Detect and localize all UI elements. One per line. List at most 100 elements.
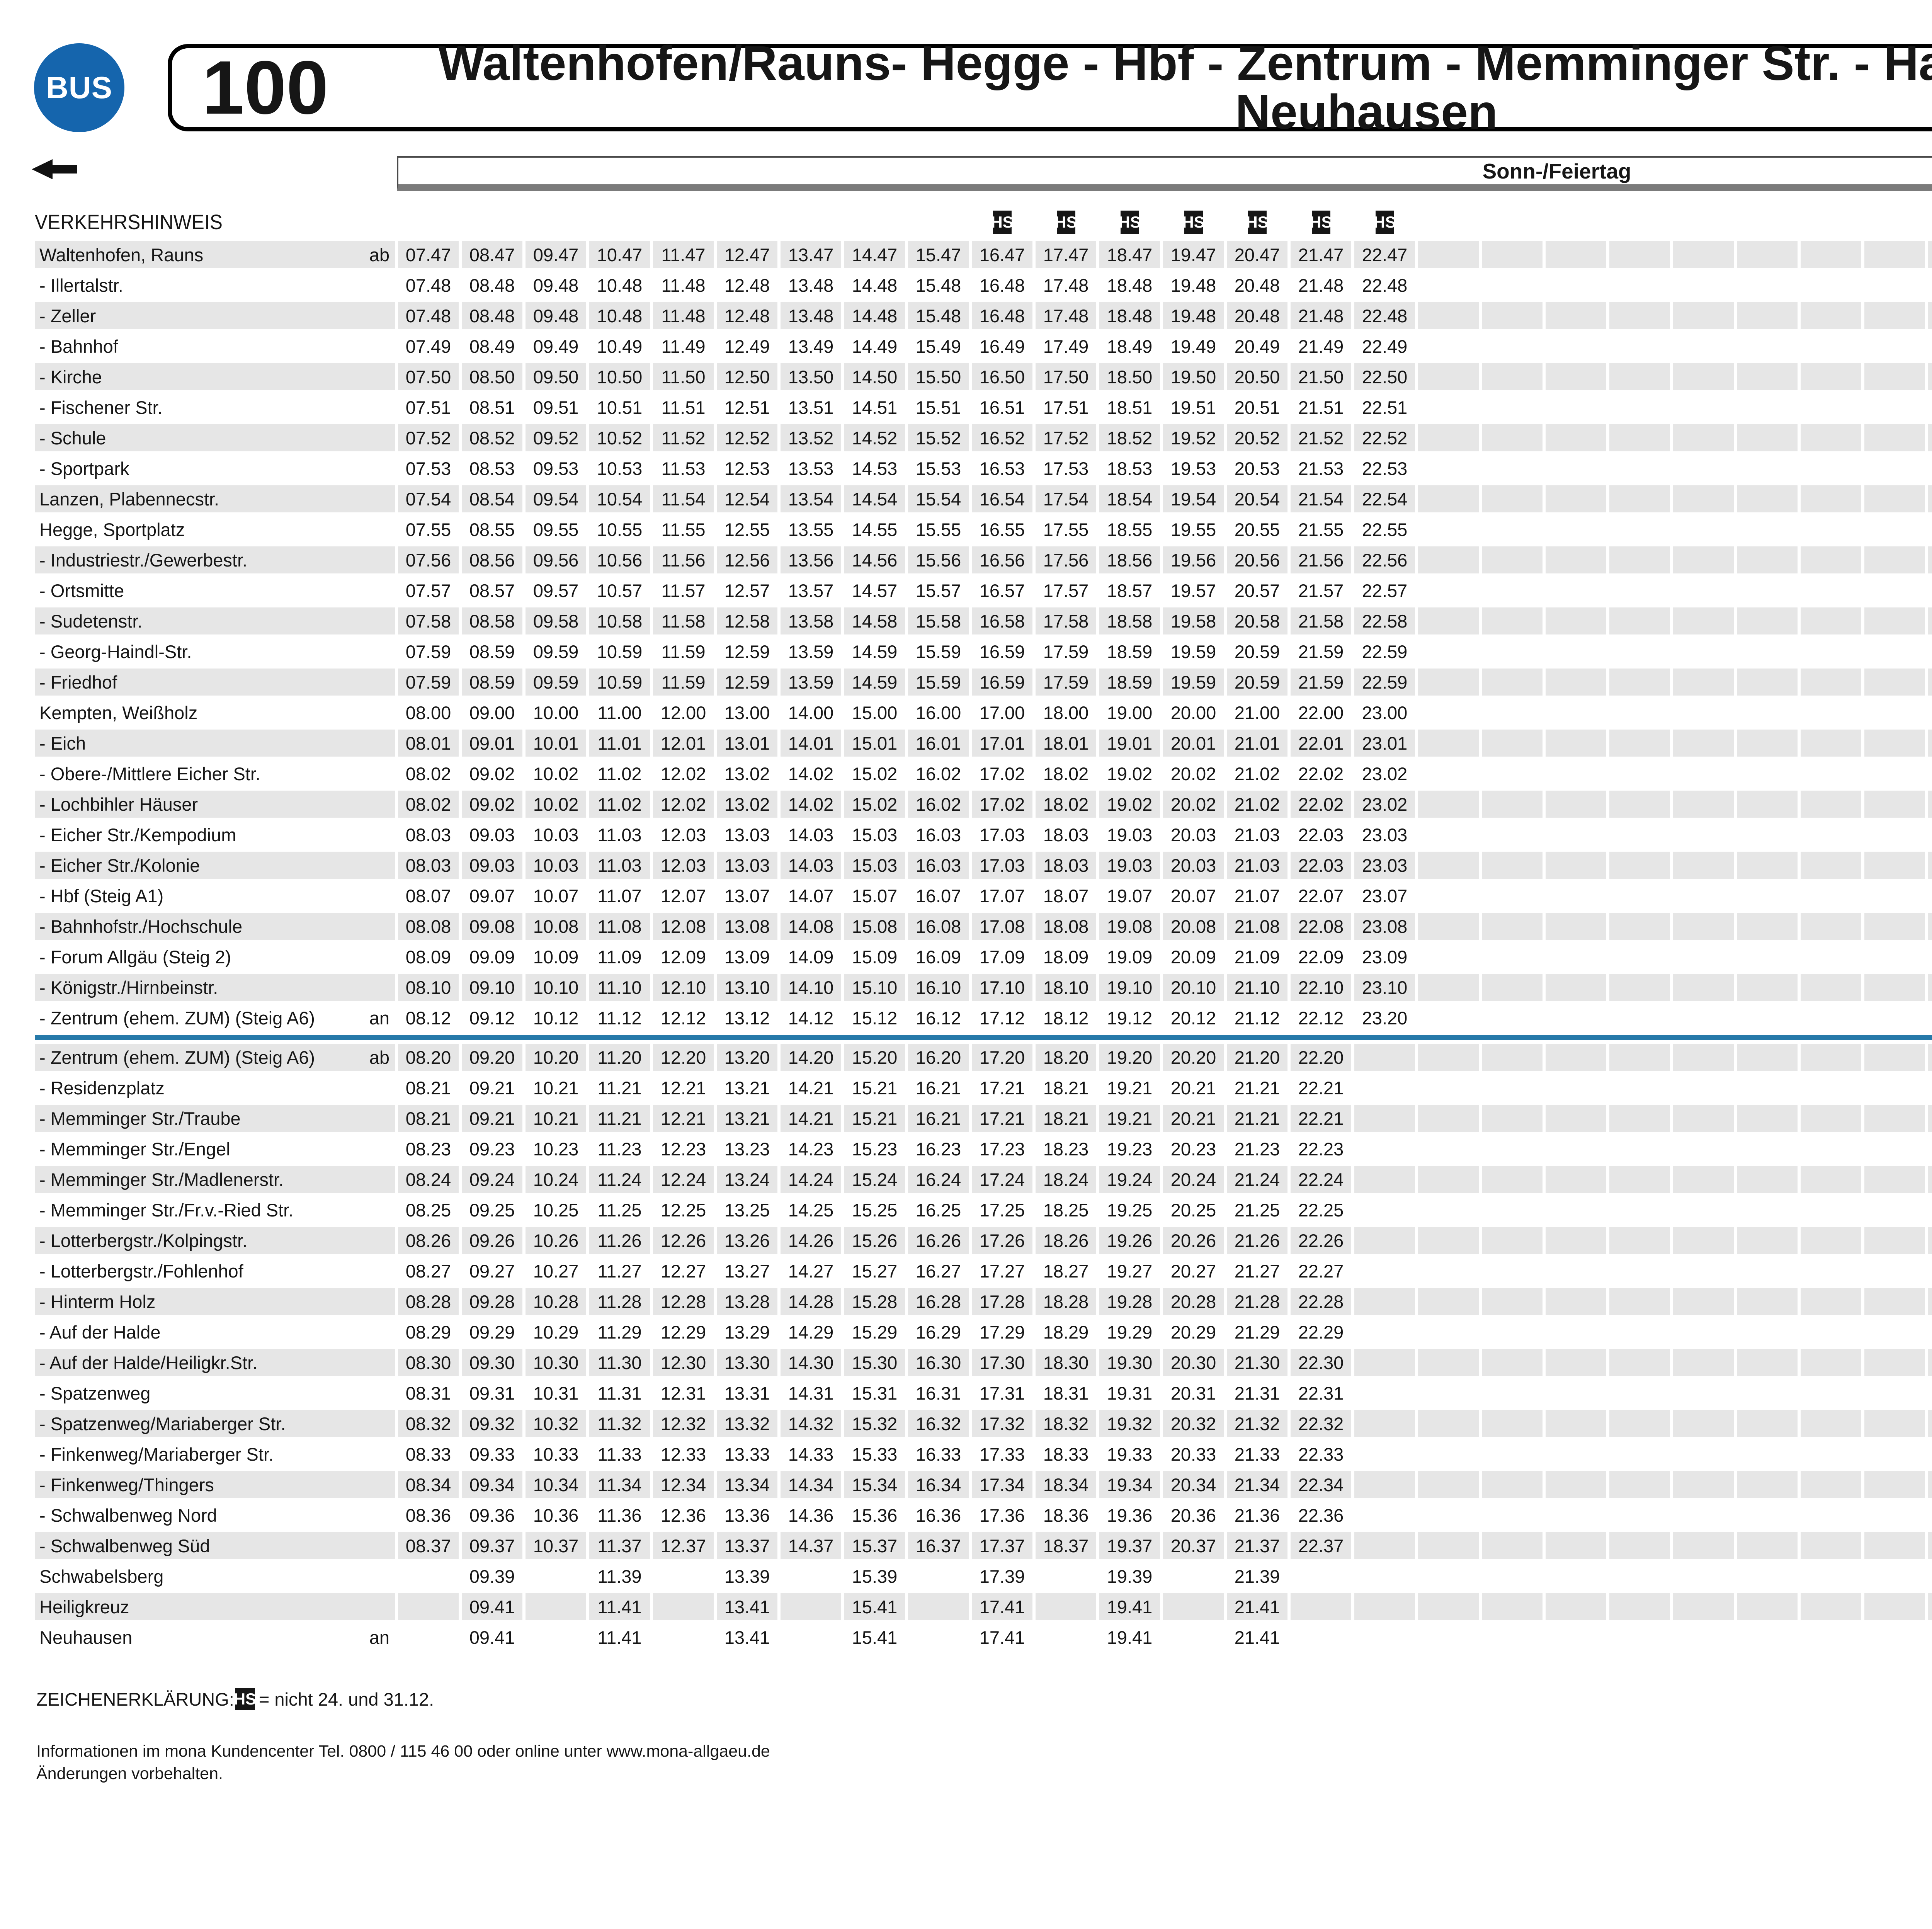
time-cell xyxy=(1864,1196,1925,1223)
time-cell: 22.02 xyxy=(1291,791,1351,818)
time-cell xyxy=(1801,363,1861,390)
time-cell: 20.01 xyxy=(1163,730,1224,757)
time-cell: 14.34 xyxy=(781,1471,841,1498)
time-cell xyxy=(781,1563,841,1590)
time-cell xyxy=(1546,791,1606,818)
time-cell: 08.25 xyxy=(405,1199,451,1220)
time-cell: 16.56 xyxy=(972,546,1032,573)
time-cell: 21.37 xyxy=(1227,1532,1287,1559)
time-cell: 16.49 xyxy=(979,336,1025,357)
line-title: Waltenhofen/Rauns- Hegge - Hbf - Zentrum… xyxy=(438,36,1932,139)
time-cell: 22.53 xyxy=(1362,458,1408,479)
column-header-cell xyxy=(1546,207,1606,238)
time-cell: 16.24 xyxy=(908,1166,969,1193)
station-name: - Lotterbergstr./Fohlenhof xyxy=(39,1260,243,1281)
time-cell xyxy=(1418,1471,1479,1498)
time-cell: 19.23 xyxy=(1107,1138,1153,1159)
time-cell: 16.59 xyxy=(979,641,1025,662)
time-cell: 14.07 xyxy=(788,885,834,906)
line-title-wrap: Waltenhofen/Rauns- Hegge - Hbf - Zentrum… xyxy=(328,39,1932,136)
time-cell: 07.52 xyxy=(398,424,459,451)
time-cell xyxy=(1928,791,1932,818)
time-cell xyxy=(1609,1624,1670,1651)
time-cell: 22.49 xyxy=(1362,336,1408,357)
time-cell: 21.58 xyxy=(1291,607,1351,634)
time-cell: 21.23 xyxy=(1234,1138,1280,1159)
time-cell xyxy=(1418,424,1479,451)
time-cell: 12.28 xyxy=(653,1288,714,1315)
column-header-cell: HS xyxy=(972,207,1032,238)
time-cell: 17.08 xyxy=(972,913,1032,940)
station-cell: Neuhausen an xyxy=(35,1624,395,1651)
time-cell xyxy=(1482,974,1543,1001)
time-cell: 22.48 xyxy=(1362,275,1408,296)
time-cell xyxy=(1928,302,1932,329)
time-cell: 12.31 xyxy=(660,1383,706,1403)
time-cell: 10.21 xyxy=(526,1105,586,1132)
time-cell xyxy=(1737,821,1798,848)
column-header-cell xyxy=(462,207,522,238)
column-header-cell xyxy=(1864,207,1925,238)
time-cell xyxy=(1418,1441,1479,1468)
time-cell: 11.48 xyxy=(653,302,714,329)
station-name: - Sudetenstr. xyxy=(39,611,143,631)
time-cell xyxy=(1801,302,1861,329)
time-cell: 21.28 xyxy=(1227,1288,1287,1315)
time-cell xyxy=(1354,1166,1415,1193)
station-name: - Finkenweg/Thingers xyxy=(39,1474,214,1495)
time-cell: 19.56 xyxy=(1163,546,1224,573)
time-cell xyxy=(1801,516,1861,543)
time-cell xyxy=(1801,424,1861,451)
time-cell: 14.48 xyxy=(844,302,905,329)
time-cell: 11.02 xyxy=(589,791,650,818)
station-name: - Memminger Str./Traube xyxy=(39,1108,241,1129)
time-cell xyxy=(1482,1166,1543,1193)
time-cell xyxy=(1737,1004,1798,1031)
time-cell: 15.34 xyxy=(844,1471,905,1498)
time-cell xyxy=(1864,1349,1925,1376)
time-cell: 11.53 xyxy=(661,458,706,479)
time-cell: 16.21 xyxy=(915,1077,961,1098)
time-cell: 08.47 xyxy=(462,241,522,268)
time-cell xyxy=(1864,546,1925,573)
time-cell xyxy=(1737,394,1798,421)
time-cell: 11.08 xyxy=(589,913,650,940)
time-cell: 19.29 xyxy=(1107,1322,1153,1342)
time-cell xyxy=(1418,882,1479,909)
time-cell: 19.47 xyxy=(1163,241,1224,268)
time-cell: 18.03 xyxy=(1036,852,1096,879)
time-cell: 13.33 xyxy=(724,1444,770,1465)
time-cell: 20.57 xyxy=(1234,580,1280,601)
time-cell: 14.02 xyxy=(788,763,834,784)
time-cell: 09.52 xyxy=(526,424,586,451)
time-cell: 12.09 xyxy=(660,946,706,967)
time-cell: 11.58 xyxy=(653,607,714,634)
time-cell: 15.56 xyxy=(908,546,969,573)
time-cell: 17.00 xyxy=(979,702,1025,723)
time-cell: 13.01 xyxy=(717,730,777,757)
time-cell xyxy=(1609,913,1670,940)
time-cell xyxy=(1546,1004,1606,1031)
time-cell: 23.10 xyxy=(1354,974,1415,1001)
time-cell: 21.50 xyxy=(1291,363,1351,390)
station-cell: - Bahnhof xyxy=(35,333,395,360)
time-cell xyxy=(1928,638,1932,665)
time-cell xyxy=(1609,1166,1670,1193)
time-cell: 21.48 xyxy=(1291,302,1351,329)
station-name: - Industriestr./Gewerbestr. xyxy=(39,549,248,570)
time-cell: 10.07 xyxy=(533,885,579,906)
time-cell: 16.37 xyxy=(908,1532,969,1559)
time-cell xyxy=(1737,913,1798,940)
time-cell xyxy=(1864,1257,1925,1284)
time-cell: 09.07 xyxy=(469,885,515,906)
time-cell: 08.08 xyxy=(398,913,459,940)
time-cell xyxy=(1609,1563,1670,1590)
time-cell xyxy=(1928,669,1932,696)
time-cell xyxy=(1546,1166,1606,1193)
time-cell: 22.01 xyxy=(1291,730,1351,757)
station-name: - Lochbihler Häuser xyxy=(39,794,198,815)
time-cell xyxy=(1673,1380,1734,1407)
time-cell xyxy=(1928,241,1932,268)
time-cell xyxy=(1673,821,1734,848)
time-cell xyxy=(1801,1563,1861,1590)
